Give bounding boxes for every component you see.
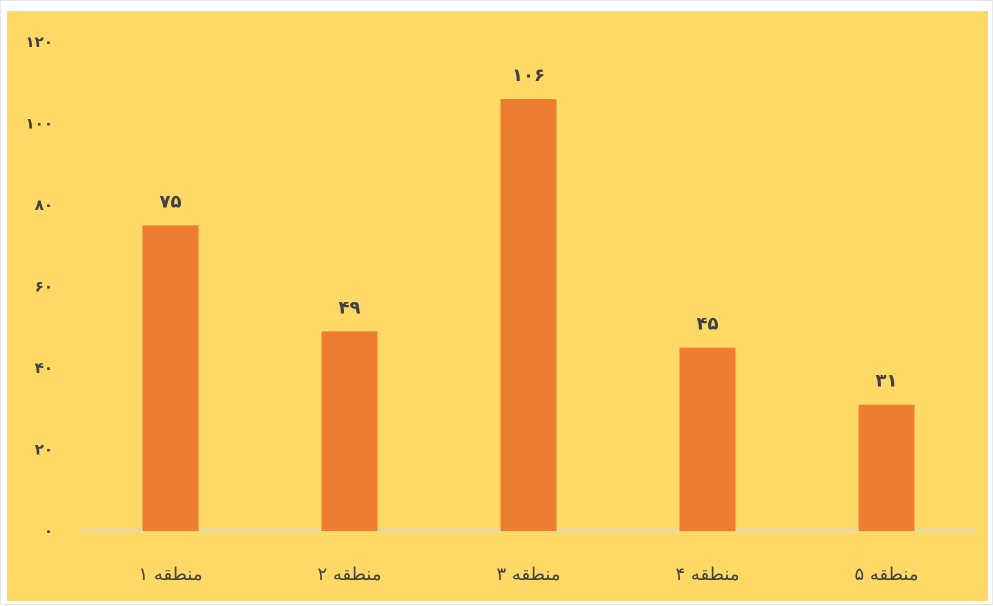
category-label: منطقه ۳ (497, 564, 561, 585)
category-label: منطقه ۵ (855, 564, 919, 585)
category-label: منطقه ۱ (139, 564, 203, 585)
bar (858, 404, 915, 531)
y-tick-label: ۶۰ (35, 278, 53, 296)
bars-group (142, 99, 915, 532)
bar (500, 99, 557, 532)
category-label: منطقه ۴ (676, 564, 740, 585)
category-labels-group: منطقه ۱ منطقه ۲ منطقه ۳ منطقه ۴ منطقه ۵ (139, 564, 919, 585)
bar-value-label: ۴۹ (339, 297, 361, 318)
bar-value-label: ۳۱ (876, 371, 898, 392)
bar-value-label: ۴۵ (697, 314, 719, 335)
y-tick-label: ۸۰ (35, 196, 53, 214)
bar-value-label: ۷۵ (160, 191, 182, 212)
y-tick-label: ۰ (44, 522, 53, 540)
data-labels-group: ۷۵ ۴۹ ۱۰۶ ۴۵ ۳۱ (160, 65, 898, 392)
bar-value-label: ۱۰۶ (512, 65, 545, 86)
category-label: منطقه ۲ (318, 564, 382, 585)
y-tick-label: ۱۰۰ (26, 115, 53, 133)
y-tick-label: ۴۰ (35, 359, 53, 377)
y-tick-label: ۲۰ (35, 441, 53, 459)
y-axis-ticks: ۰ ۲۰ ۴۰ ۶۰ ۸۰ ۱۰۰ ۱۲۰ (26, 33, 53, 540)
y-tick-label: ۱۲۰ (26, 33, 53, 51)
bar (142, 225, 199, 531)
bar (679, 347, 736, 531)
bar (321, 331, 378, 531)
